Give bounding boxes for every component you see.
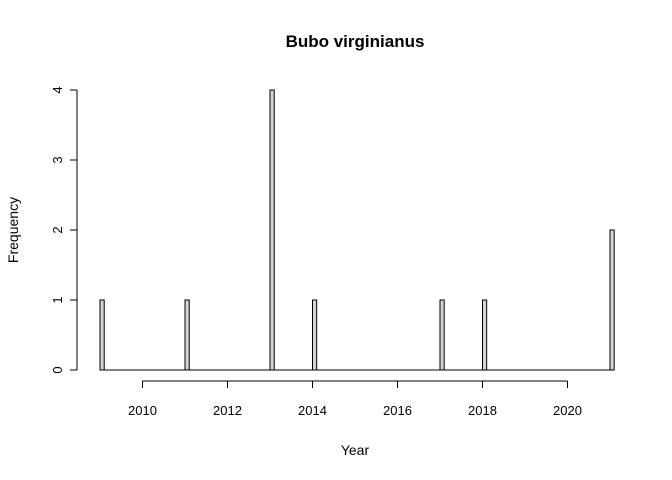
x-axis: 2010 2012 2014 2016 2018 2020 bbox=[128, 380, 582, 418]
y-axis-label: Frequency bbox=[5, 197, 21, 263]
bar-2021 bbox=[609, 229, 615, 371]
y-tick-label-3: 3 bbox=[50, 156, 65, 163]
x-tick-label-2016: 2016 bbox=[383, 403, 412, 418]
x-tick-label-2020: 2020 bbox=[553, 403, 582, 418]
bar-2017 bbox=[439, 299, 445, 371]
bar-2018 bbox=[482, 299, 488, 371]
chart-title: Bubo virginianus bbox=[286, 32, 425, 51]
y-axis: 0 1 2 3 4 bbox=[50, 86, 78, 374]
x-axis-label: Year bbox=[341, 442, 370, 458]
bar-2009 bbox=[99, 299, 105, 371]
x-tick-label-2014: 2014 bbox=[298, 403, 327, 418]
y-tick-label-0: 0 bbox=[50, 366, 65, 373]
bar-2014 bbox=[312, 299, 318, 371]
bars-group bbox=[99, 89, 615, 371]
bar-2013 bbox=[269, 89, 275, 371]
bar-2011 bbox=[184, 299, 190, 371]
x-tick-label-2018: 2018 bbox=[468, 403, 497, 418]
x-tick-label-2012: 2012 bbox=[213, 403, 242, 418]
y-tick-label-2: 2 bbox=[50, 226, 65, 233]
y-tick-label-1: 1 bbox=[50, 296, 65, 303]
y-tick-label-4: 4 bbox=[50, 86, 65, 93]
x-tick-label-2010: 2010 bbox=[128, 403, 157, 418]
